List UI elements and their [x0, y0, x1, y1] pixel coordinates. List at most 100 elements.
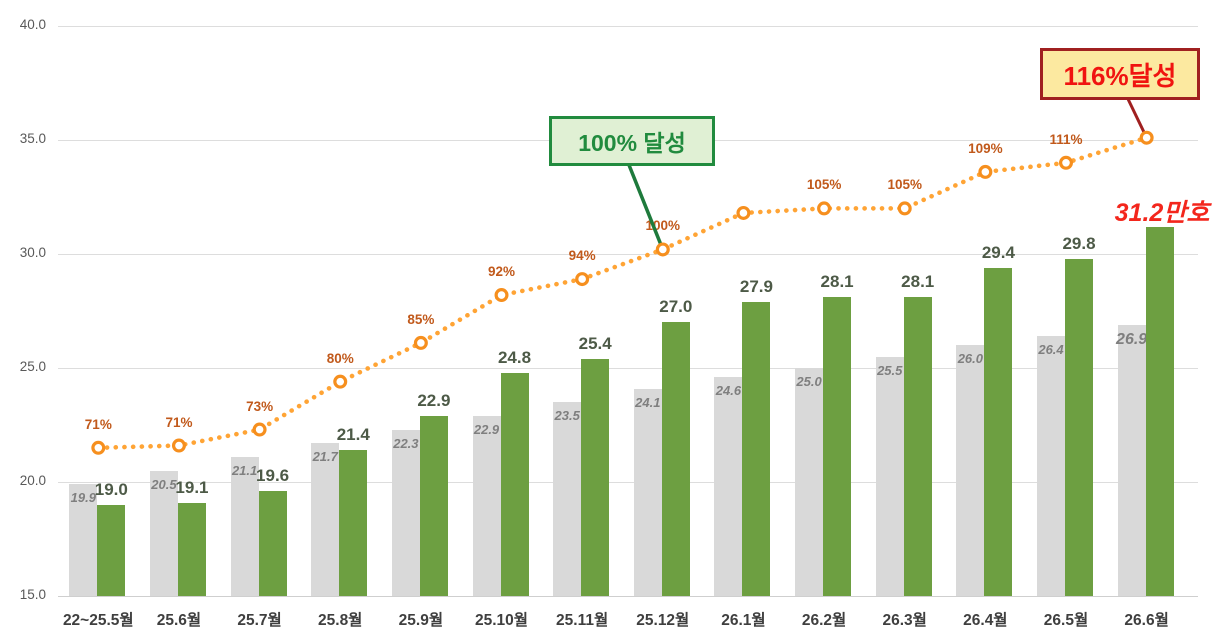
gridline — [58, 595, 1198, 597]
line-marker — [91, 440, 106, 455]
actual-bar-label: 25.4 — [578, 333, 612, 353]
x-axis-label: 25.10월 — [474, 612, 529, 629]
target-bar — [633, 388, 662, 596]
achievement-pct-label: 85% — [407, 311, 435, 327]
line-marker — [252, 422, 267, 437]
target-bar — [875, 356, 904, 596]
target-bar — [311, 443, 340, 596]
achievement-pct-label: 111% — [1049, 131, 1083, 147]
target-bar-label: 21.7 — [312, 449, 338, 465]
y-axis-tick-label: 20.0 — [19, 473, 46, 488]
actual-bar-label: 27.9 — [739, 276, 773, 296]
actual-bar — [419, 415, 448, 596]
callout-116-percent-achieved: 116%달성 — [1040, 48, 1200, 100]
target-bar-label: 19.9 — [70, 490, 96, 506]
target-bar — [1117, 324, 1146, 596]
green-callout-pointer-line — [627, 164, 665, 251]
y-axis-tick-label: 35.0 — [19, 131, 46, 146]
target-bar — [69, 484, 98, 596]
x-axis-label: 26.1월 — [721, 612, 766, 629]
target-bar-label: 21.1 — [231, 462, 258, 478]
actual-bar — [177, 502, 206, 596]
actual-bar-label: 19.0 — [94, 479, 128, 499]
target-bar-label: 20.5 — [151, 476, 177, 492]
target-bar — [795, 368, 824, 596]
achievement-pct-label: 100% — [645, 218, 681, 234]
x-axis-label: 25.9월 — [398, 612, 444, 629]
achievement-pct-label: 80% — [326, 350, 354, 366]
target-bar — [1037, 336, 1065, 596]
actual-bar — [984, 267, 1013, 596]
actual-bar-label: 24.8 — [497, 347, 532, 367]
x-axis-label: 25.6월 — [156, 612, 202, 629]
target-bar — [956, 345, 985, 596]
x-axis-label: 26.3월 — [882, 612, 927, 629]
actual-bar — [97, 504, 126, 596]
actual-bar-label: 29.4 — [981, 242, 1015, 262]
line-marker — [575, 272, 590, 287]
line-marker — [333, 374, 348, 389]
x-axis-label: 22~25.5월 — [62, 612, 134, 629]
x-axis-label: 26.4월 — [963, 612, 1008, 629]
x-axis-label: 26.2월 — [801, 612, 847, 629]
achievement-pct-label: 92% — [488, 264, 516, 280]
gridline — [58, 481, 1198, 483]
y-axis-tick-label: 40.0 — [19, 17, 46, 32]
achievement-pct-label: 94% — [568, 248, 596, 264]
target-bar — [472, 415, 501, 596]
actual-bar — [742, 301, 771, 596]
y-axis-tick-label: 30.0 — [19, 245, 46, 260]
line-marker — [413, 335, 428, 350]
target-bar — [391, 429, 420, 596]
gridline — [58, 25, 1198, 27]
achievement-pct-label: 71% — [84, 416, 112, 432]
actual-bar-label: 29.8 — [1062, 233, 1096, 253]
final-value-annotation: 31.2만호 — [1114, 199, 1210, 227]
actual-bar — [500, 372, 529, 596]
actual-bar-label: 27.0 — [659, 297, 693, 317]
actual-bar — [903, 297, 932, 596]
achievement-pct-label: 109% — [968, 140, 1003, 156]
callout-100-percent-achieved: 100% 달성 — [549, 116, 715, 166]
actual-bar — [258, 491, 287, 596]
actual-bar — [1145, 226, 1174, 596]
x-axis-label: 25.8월 — [318, 612, 363, 629]
line-marker — [817, 201, 832, 216]
y-axis-tick-label: 15.0 — [19, 587, 46, 602]
x-axis-label: 26.5월 — [1043, 612, 1089, 629]
x-axis-label: 25.11월 — [556, 612, 609, 629]
achievement-pct-label: 71% — [165, 414, 193, 430]
y-axis-tick-label: 25.0 — [19, 359, 46, 374]
actual-bar-label: 28.1 — [901, 272, 935, 292]
actual-bar-label: 21.4 — [336, 425, 370, 445]
x-axis-label: 26.6월 — [1124, 612, 1169, 629]
target-bar — [553, 402, 582, 596]
actual-bar — [581, 358, 610, 596]
gridline — [58, 367, 1198, 369]
actual-bar — [339, 450, 368, 596]
x-axis-label: 25.7월 — [237, 612, 282, 629]
target-bar — [149, 470, 178, 596]
achievement-pct-label: 105% — [887, 177, 922, 193]
actual-bar — [661, 322, 690, 596]
target-bar — [714, 377, 743, 596]
red-callout-pointer-line — [1126, 98, 1148, 139]
actual-bar-label: 19.1 — [175, 477, 209, 497]
actual-bar — [1065, 258, 1093, 596]
line-marker — [171, 438, 186, 453]
achievement-pct-label: 105% — [806, 177, 842, 193]
actual-bar-label: 22.9 — [417, 390, 451, 410]
actual-bar-label: 28.1 — [820, 272, 854, 292]
actual-bar-label: 19.6 — [256, 466, 290, 486]
target-bar — [230, 456, 259, 596]
line-marker — [1058, 155, 1073, 170]
line-marker — [736, 205, 751, 220]
line-marker — [1139, 130, 1154, 145]
line-marker — [494, 288, 509, 303]
line-marker — [978, 164, 993, 179]
achievement-pct-label: 73% — [246, 398, 274, 414]
actual-bar — [823, 297, 852, 596]
x-axis-label: 25.12월 — [636, 612, 690, 629]
line-marker — [897, 201, 912, 216]
